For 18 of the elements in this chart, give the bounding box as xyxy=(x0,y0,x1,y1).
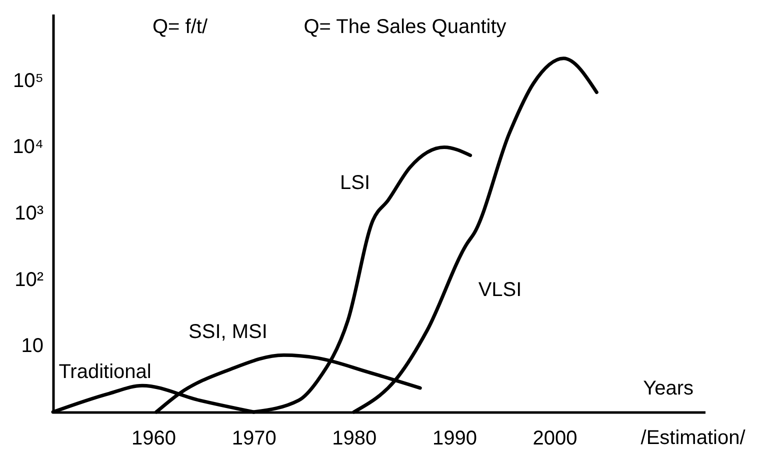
y-tick-label: 10³ xyxy=(14,202,44,224)
series-label: LSI xyxy=(340,172,370,194)
series-label: VLSI xyxy=(478,279,522,301)
y-tick-label: 10² xyxy=(14,268,44,291)
text: /Estimation/ xyxy=(640,427,746,449)
y-tick-label: 10⁴ xyxy=(12,136,44,158)
y-tick-label: 10 xyxy=(21,335,44,358)
y-tick-label: 10⁵ xyxy=(12,70,44,92)
x-tick-label: 1980 xyxy=(332,428,377,450)
annotation: Q= The Sales Quantity xyxy=(304,16,506,38)
series-label: Traditional xyxy=(58,361,152,383)
x-tick-label: 1970 xyxy=(232,428,276,450)
x-tick-label: 2000 xyxy=(532,428,578,450)
x-tick-label: 1990 xyxy=(432,428,477,450)
x-tick-label: 1960 xyxy=(132,428,176,450)
series-label: SSI, MSI xyxy=(188,321,268,343)
annotation: Q= f/t/ xyxy=(152,16,208,38)
x-axis-title: Years xyxy=(643,378,694,400)
